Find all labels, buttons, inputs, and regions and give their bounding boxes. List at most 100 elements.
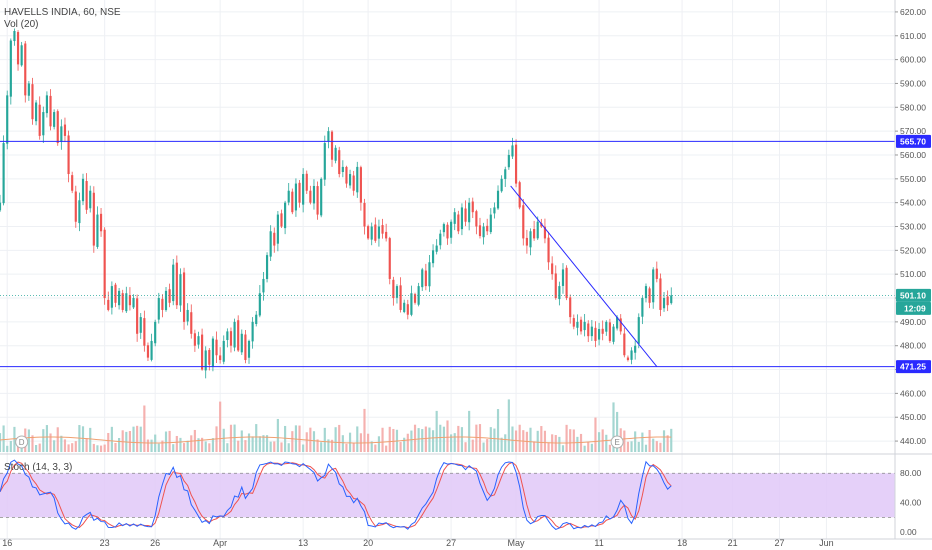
candle (630, 350, 633, 360)
symbol-legend: HAVELLS INDIA, 60, NSE (4, 7, 121, 18)
candle (53, 112, 56, 127)
candle (666, 296, 669, 306)
volume-bar (399, 442, 402, 452)
candle (222, 340, 225, 362)
time-tick-label: May (508, 538, 526, 548)
volume-bar (280, 442, 283, 452)
candle (522, 205, 525, 239)
candle (71, 175, 74, 191)
volume-bar (31, 435, 34, 452)
volume-bar (276, 418, 279, 452)
candle (511, 145, 514, 157)
candle (9, 40, 12, 97)
candle (258, 293, 261, 316)
candle (121, 293, 124, 310)
volume-bar (338, 424, 341, 452)
volume-bar (298, 425, 301, 452)
volume-bar (269, 441, 272, 452)
candle (287, 190, 290, 203)
candle (154, 321, 157, 344)
candle (197, 336, 200, 345)
volume-bar (63, 439, 67, 452)
volume-bar (229, 424, 233, 452)
volume-bar (208, 443, 211, 452)
candle (406, 304, 409, 315)
volume-bar (572, 429, 575, 452)
event-marker (610, 435, 624, 449)
candle (190, 312, 193, 334)
volume-bar (27, 429, 30, 452)
volume-bar (363, 408, 366, 452)
volume-bar (421, 429, 424, 452)
volume-bar (53, 440, 56, 452)
volume-bar (641, 432, 644, 452)
candle (590, 326, 593, 337)
volume-bar (424, 426, 427, 452)
candle (298, 182, 301, 203)
candle (403, 302, 406, 312)
candle (352, 175, 355, 191)
volume-bar (558, 436, 561, 452)
volume-bar (237, 440, 240, 452)
volume-bar (460, 427, 464, 452)
candle (612, 326, 615, 342)
time-tick-label: 26 (150, 538, 160, 548)
candle (226, 331, 229, 341)
volume-bar (468, 410, 471, 452)
volume-bar (637, 441, 640, 452)
price-tick-label: 440.00 (900, 436, 926, 446)
volume-bar (136, 425, 139, 452)
price-tick-label: 600.00 (900, 55, 926, 65)
volume-bar (543, 430, 547, 452)
candle (247, 340, 251, 358)
candle (24, 43, 27, 96)
candle (305, 173, 308, 191)
volume-bar (0, 433, 2, 452)
volume-bar (240, 430, 243, 452)
candle (410, 293, 413, 315)
candle (215, 339, 218, 356)
volume-bar (623, 430, 626, 452)
candle (291, 191, 294, 213)
volume-bar (13, 426, 16, 452)
candle (35, 102, 38, 122)
volume-bar (381, 427, 384, 452)
volume-bar (67, 444, 70, 452)
candle (316, 186, 319, 215)
candle (533, 229, 536, 239)
stoch-tick-label: 80.00 (900, 468, 922, 478)
candle (128, 295, 132, 306)
candle (294, 183, 298, 211)
stoch-tick-label: 40.00 (900, 498, 922, 508)
volume-bar (457, 425, 460, 452)
volume-bar (175, 435, 178, 452)
candle (16, 32, 20, 65)
candle (107, 299, 110, 310)
volume-bar (576, 436, 579, 452)
price-tick-label: 490.00 (900, 317, 926, 327)
volume-bar (486, 439, 489, 452)
volume-bar (179, 437, 182, 452)
candle (265, 255, 269, 280)
candle (547, 237, 550, 263)
volume-bar (132, 426, 135, 452)
candle (244, 334, 247, 361)
volume-bar (2, 425, 5, 452)
candle (193, 333, 196, 346)
volume-bar (659, 442, 662, 452)
trend-line (510, 185, 658, 367)
candle (468, 202, 471, 223)
candle (125, 293, 128, 312)
candle (493, 207, 496, 214)
volume-bar (662, 430, 666, 452)
candle (276, 214, 279, 244)
volume-bar (644, 444, 648, 452)
candle (597, 329, 601, 340)
candle (579, 319, 583, 332)
volume-bar (219, 401, 222, 452)
volume-bar (352, 442, 355, 452)
volume-bar (482, 442, 485, 452)
candle (428, 262, 431, 287)
candle (269, 231, 272, 257)
volume-bar (428, 427, 431, 452)
